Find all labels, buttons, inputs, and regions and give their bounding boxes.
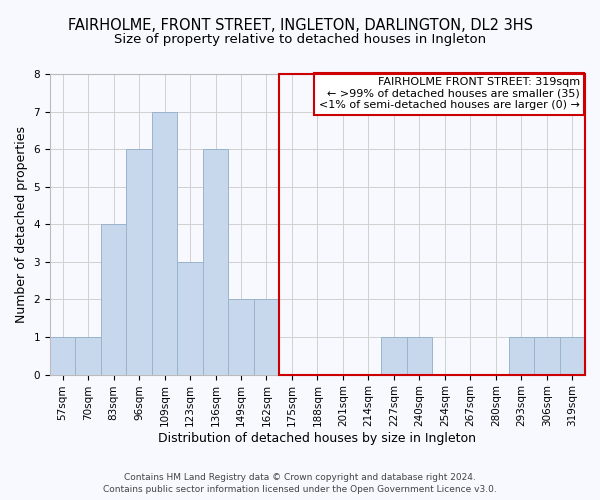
Bar bbox=[203, 149, 228, 374]
Bar bbox=[534, 337, 560, 374]
Y-axis label: Number of detached properties: Number of detached properties bbox=[15, 126, 28, 323]
Text: Size of property relative to detached houses in Ingleton: Size of property relative to detached ho… bbox=[114, 32, 486, 46]
Bar bbox=[127, 149, 152, 374]
Bar bbox=[407, 337, 432, 374]
Bar bbox=[101, 224, 127, 374]
Text: FAIRHOLME, FRONT STREET, INGLETON, DARLINGTON, DL2 3HS: FAIRHOLME, FRONT STREET, INGLETON, DARLI… bbox=[67, 18, 533, 32]
X-axis label: Distribution of detached houses by size in Ingleton: Distribution of detached houses by size … bbox=[158, 432, 476, 445]
Text: Contains HM Land Registry data © Crown copyright and database right 2024.: Contains HM Land Registry data © Crown c… bbox=[124, 473, 476, 482]
Bar bbox=[254, 300, 279, 374]
Bar bbox=[152, 112, 178, 374]
Bar bbox=[178, 262, 203, 374]
Bar bbox=[76, 337, 101, 374]
Bar bbox=[560, 337, 585, 374]
Text: FAIRHOLME FRONT STREET: 319sqm
← >99% of detached houses are smaller (35)
<1% of: FAIRHOLME FRONT STREET: 319sqm ← >99% of… bbox=[319, 77, 580, 110]
Bar bbox=[381, 337, 407, 374]
Bar bbox=[228, 300, 254, 374]
Bar bbox=[509, 337, 534, 374]
Text: Contains public sector information licensed under the Open Government Licence v3: Contains public sector information licen… bbox=[103, 486, 497, 494]
Bar bbox=[50, 337, 76, 374]
